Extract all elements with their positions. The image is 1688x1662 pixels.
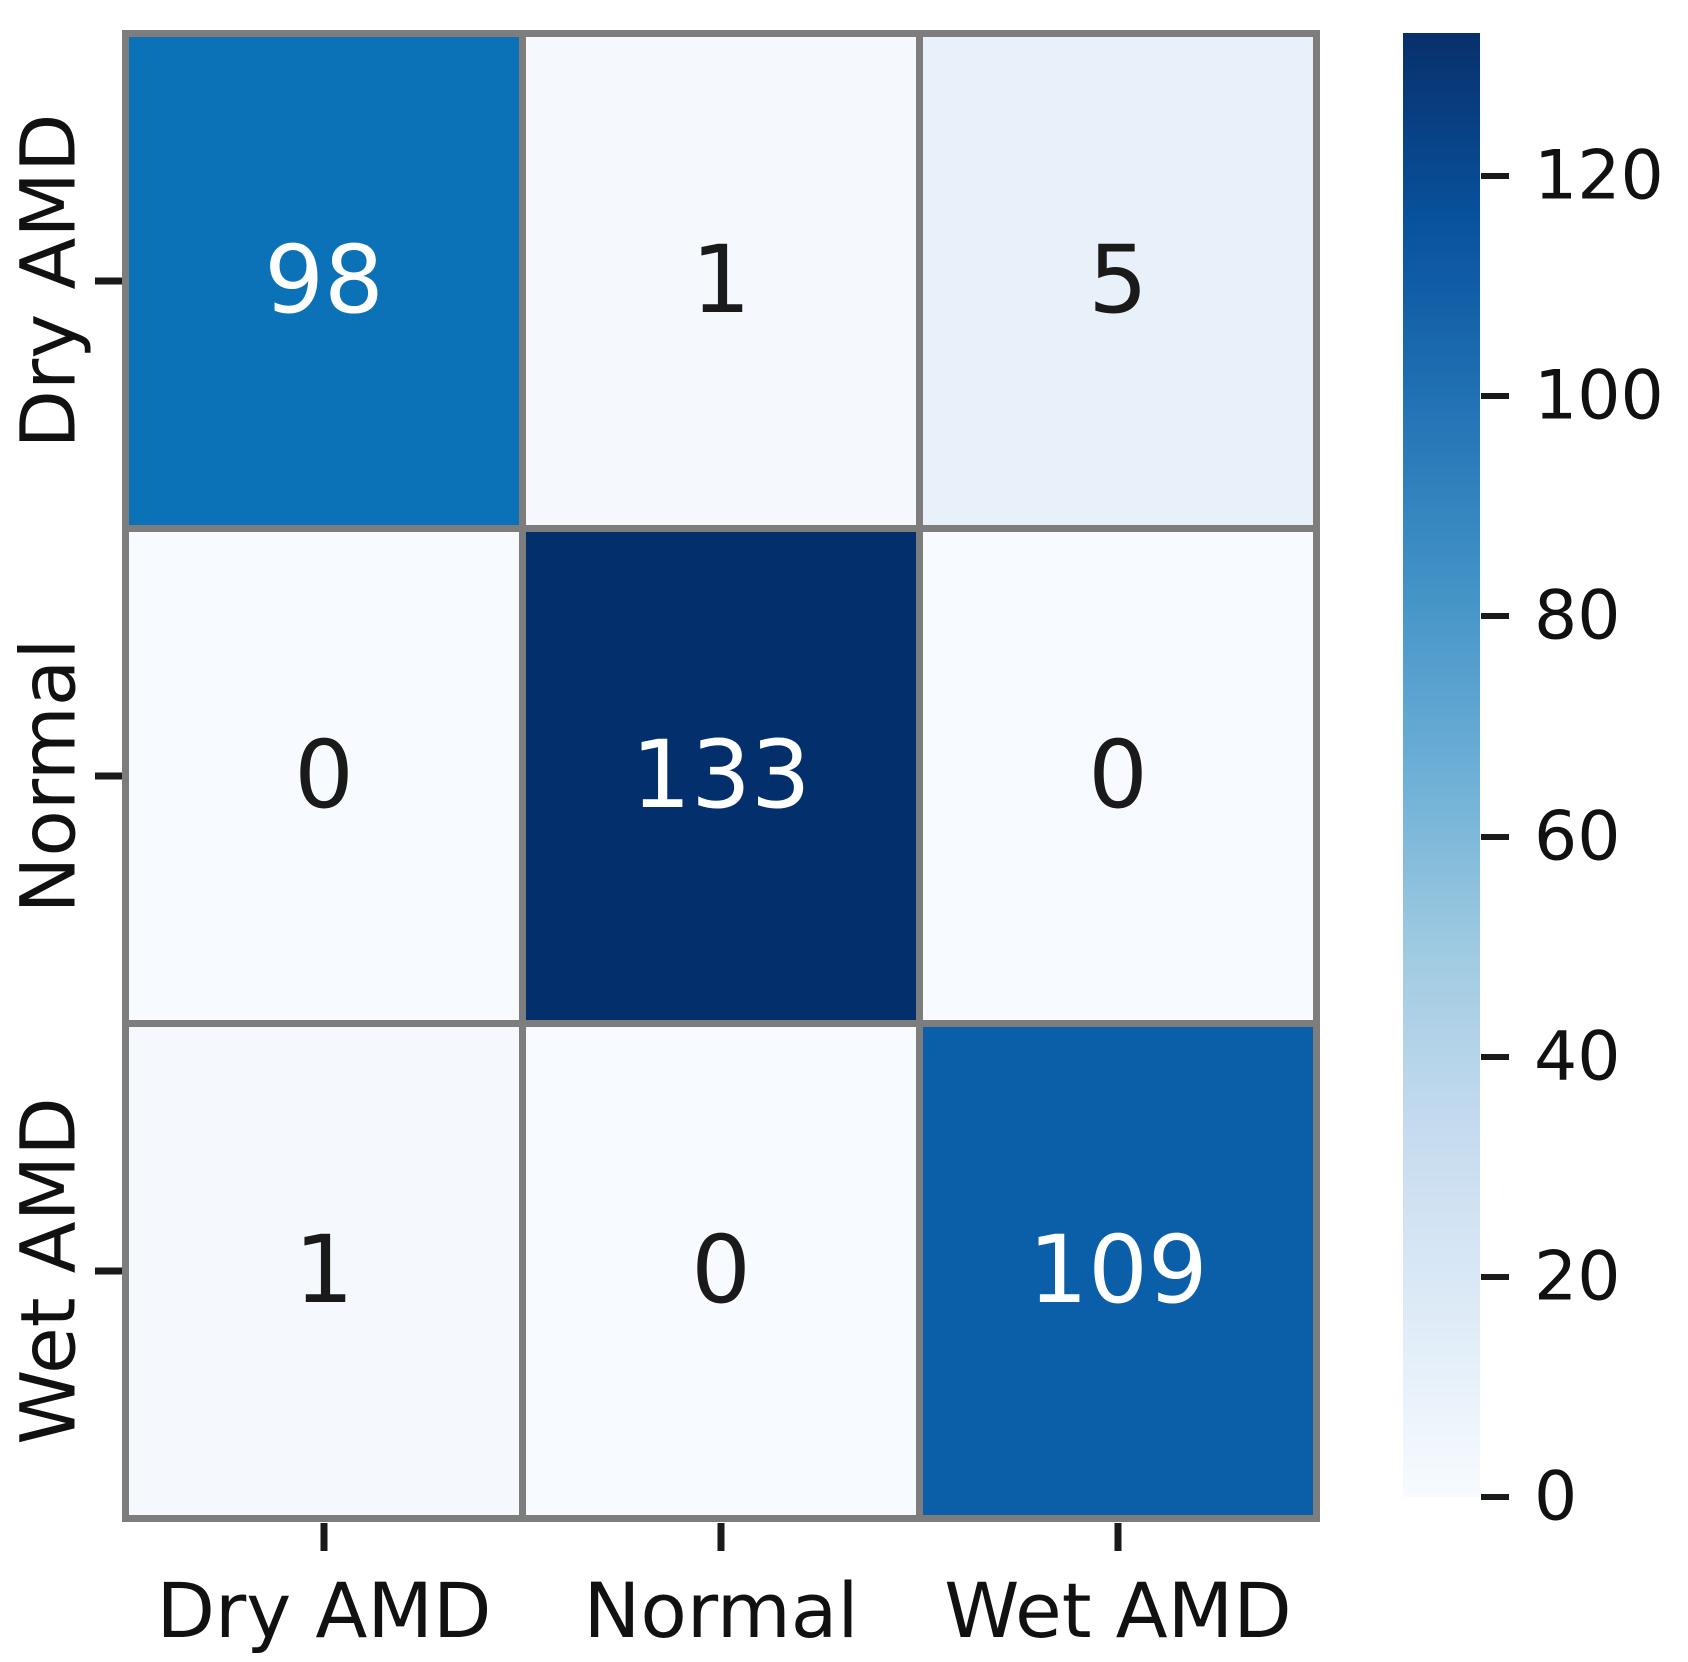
heatmap-grid: 98 1 5 0 133 0 1 0 109 <box>122 30 1320 1522</box>
colorbar-tick <box>1481 1273 1509 1280</box>
y-axis-tick <box>95 772 122 780</box>
x-axis-label-wet-amd: Wet AMD <box>944 1566 1292 1655</box>
colorbar-tick <box>1481 1494 1509 1500</box>
colorbar-tick-label: 20 <box>1534 1237 1621 1317</box>
colorbar-tick-label: 0 <box>1534 1457 1578 1537</box>
x-axis-tick <box>1114 1523 1122 1551</box>
y-axis-label-dry-amd: Dry AMD <box>3 113 93 449</box>
colorbar-tick-label: 80 <box>1534 576 1621 656</box>
colorbar-tick <box>1481 833 1509 840</box>
colorbar-tick-label: 100 <box>1534 356 1664 436</box>
colorbar-tick <box>1481 613 1509 620</box>
matrix-cell-r0c2: 5 <box>923 37 1313 525</box>
colorbar-tick-label: 40 <box>1534 1017 1621 1097</box>
y-axis-label-wet-amd: Wet AMD <box>3 1097 93 1445</box>
x-axis-tick <box>717 1523 725 1551</box>
colorbar-tick <box>1481 1053 1509 1060</box>
matrix-cell-r1c2: 0 <box>923 532 1313 1020</box>
colorbar-tick-label: 60 <box>1534 797 1621 876</box>
matrix-cell-r2c0: 1 <box>129 1027 519 1515</box>
colorbar-gradient <box>1403 33 1480 1497</box>
matrix-cell-r2c2: 109 <box>923 1027 1313 1515</box>
matrix-cell-r1c0: 0 <box>129 532 519 1020</box>
x-axis-tick <box>320 1523 328 1551</box>
y-axis-tick <box>95 277 122 285</box>
matrix-cell-r2c1: 0 <box>526 1027 916 1515</box>
y-axis-tick <box>95 1267 122 1275</box>
matrix-cell-r1c1: 133 <box>526 532 916 1020</box>
y-axis-label-normal: Normal <box>3 638 93 914</box>
x-axis-label-normal: Normal <box>583 1566 859 1655</box>
colorbar-tick <box>1481 393 1509 400</box>
matrix-cell-r0c0: 98 <box>129 37 519 525</box>
colorbar-tick-label: 120 <box>1534 136 1664 216</box>
x-axis-label-dry-amd: Dry AMD <box>156 1566 492 1655</box>
colorbar-tick <box>1481 173 1509 180</box>
matrix-cell-r0c1: 1 <box>526 37 916 525</box>
